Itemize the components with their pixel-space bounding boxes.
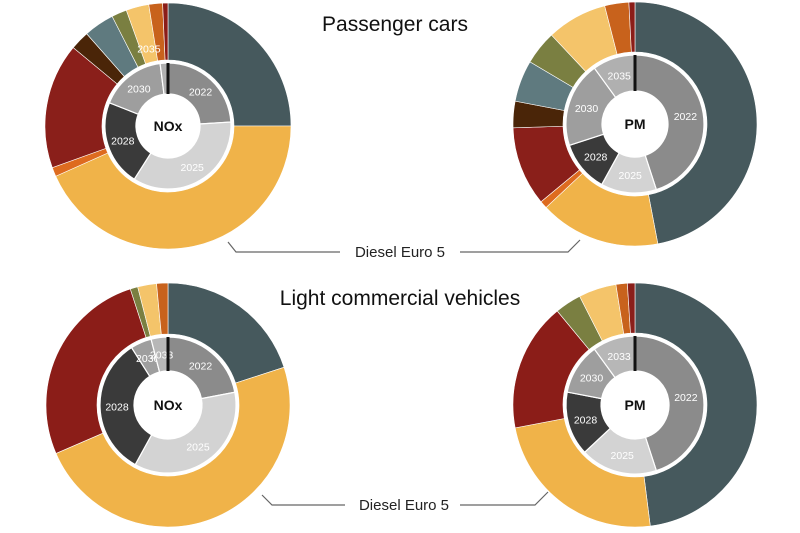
center-label-nox: NOx [154,118,183,134]
year-label-2033: 2033 [150,349,174,361]
year-label-2022: 2022 [674,392,698,404]
year-label-2025: 2025 [611,450,635,462]
outer-slice-1 [634,1,758,245]
outer-slice-label: 2035 [137,43,161,55]
year-label-2030: 2030 [127,84,151,96]
inner-slice-2025 [134,391,237,474]
year-label-2028: 2028 [574,414,598,426]
year-label-2028: 2028 [584,152,608,164]
start-tick [633,55,637,91]
inner-slice-2025 [133,121,232,190]
start-tick [166,63,170,94]
center-hole [602,372,668,438]
center-hole [137,95,199,157]
year-label-2030: 2030 [575,103,599,115]
center-label-nox: NOx [154,397,183,413]
outer-slice-7 [627,282,636,334]
outer-slice-2 [55,366,291,528]
donut-passenger-nox: 2035 2022 2025 2028 2030 NOx [44,2,292,250]
callout-diesel-euro5-bottom: Diesel Euro 5 [359,497,449,514]
callout-leader-top-right [460,239,581,253]
donut-charts: 20352022202520282030NOx20222025202820302… [44,1,758,528]
donut-passenger-pm: 2022 2025 2028 2030 2035 PM [512,1,758,247]
outer-slice-3 [45,288,147,454]
year-label-2022: 2022 [189,361,213,373]
inner-slice-2022 [634,54,705,191]
year-label-2035: 2035 [608,71,632,83]
year-label-2022: 2022 [674,111,698,123]
year-label-2028: 2028 [111,136,135,148]
year-label-2030: 2030 [580,372,604,384]
year-label-2030: 2030 [136,353,160,365]
title-passenger-cars: Passenger cars [322,13,468,36]
callout-leader-top-left [227,241,340,253]
callout-diesel-euro5-top: Diesel Euro 5 [355,244,445,261]
inner-slice-2022 [634,335,705,472]
title-light-commercial-vehicles: Light commercial vehicles [280,287,520,310]
outer-slice-10 [162,2,169,61]
center-label-pm: PM [625,397,646,413]
year-label-2025: 2025 [619,170,643,182]
callout-leader-bottom-left [261,494,345,506]
center-hole [603,92,667,156]
start-tick [633,336,637,371]
year-label-2028: 2028 [105,402,129,414]
year-label-2022: 2022 [189,86,213,98]
outer-slice-1 [167,2,292,127]
start-tick [166,337,170,371]
inner-slice-2028 [99,346,153,466]
center-hole [135,372,201,438]
outer-slice-1 [634,282,758,527]
year-label-2025: 2025 [181,162,205,174]
outer-slice-10 [628,1,636,53]
outer-slice-2 [55,125,292,250]
outer-slice-6 [156,282,169,335]
year-label-2033: 2033 [607,351,631,363]
callout-leader-bottom-right [460,491,549,506]
year-label-2025: 2025 [186,441,210,453]
center-label-pm: PM [625,116,646,132]
